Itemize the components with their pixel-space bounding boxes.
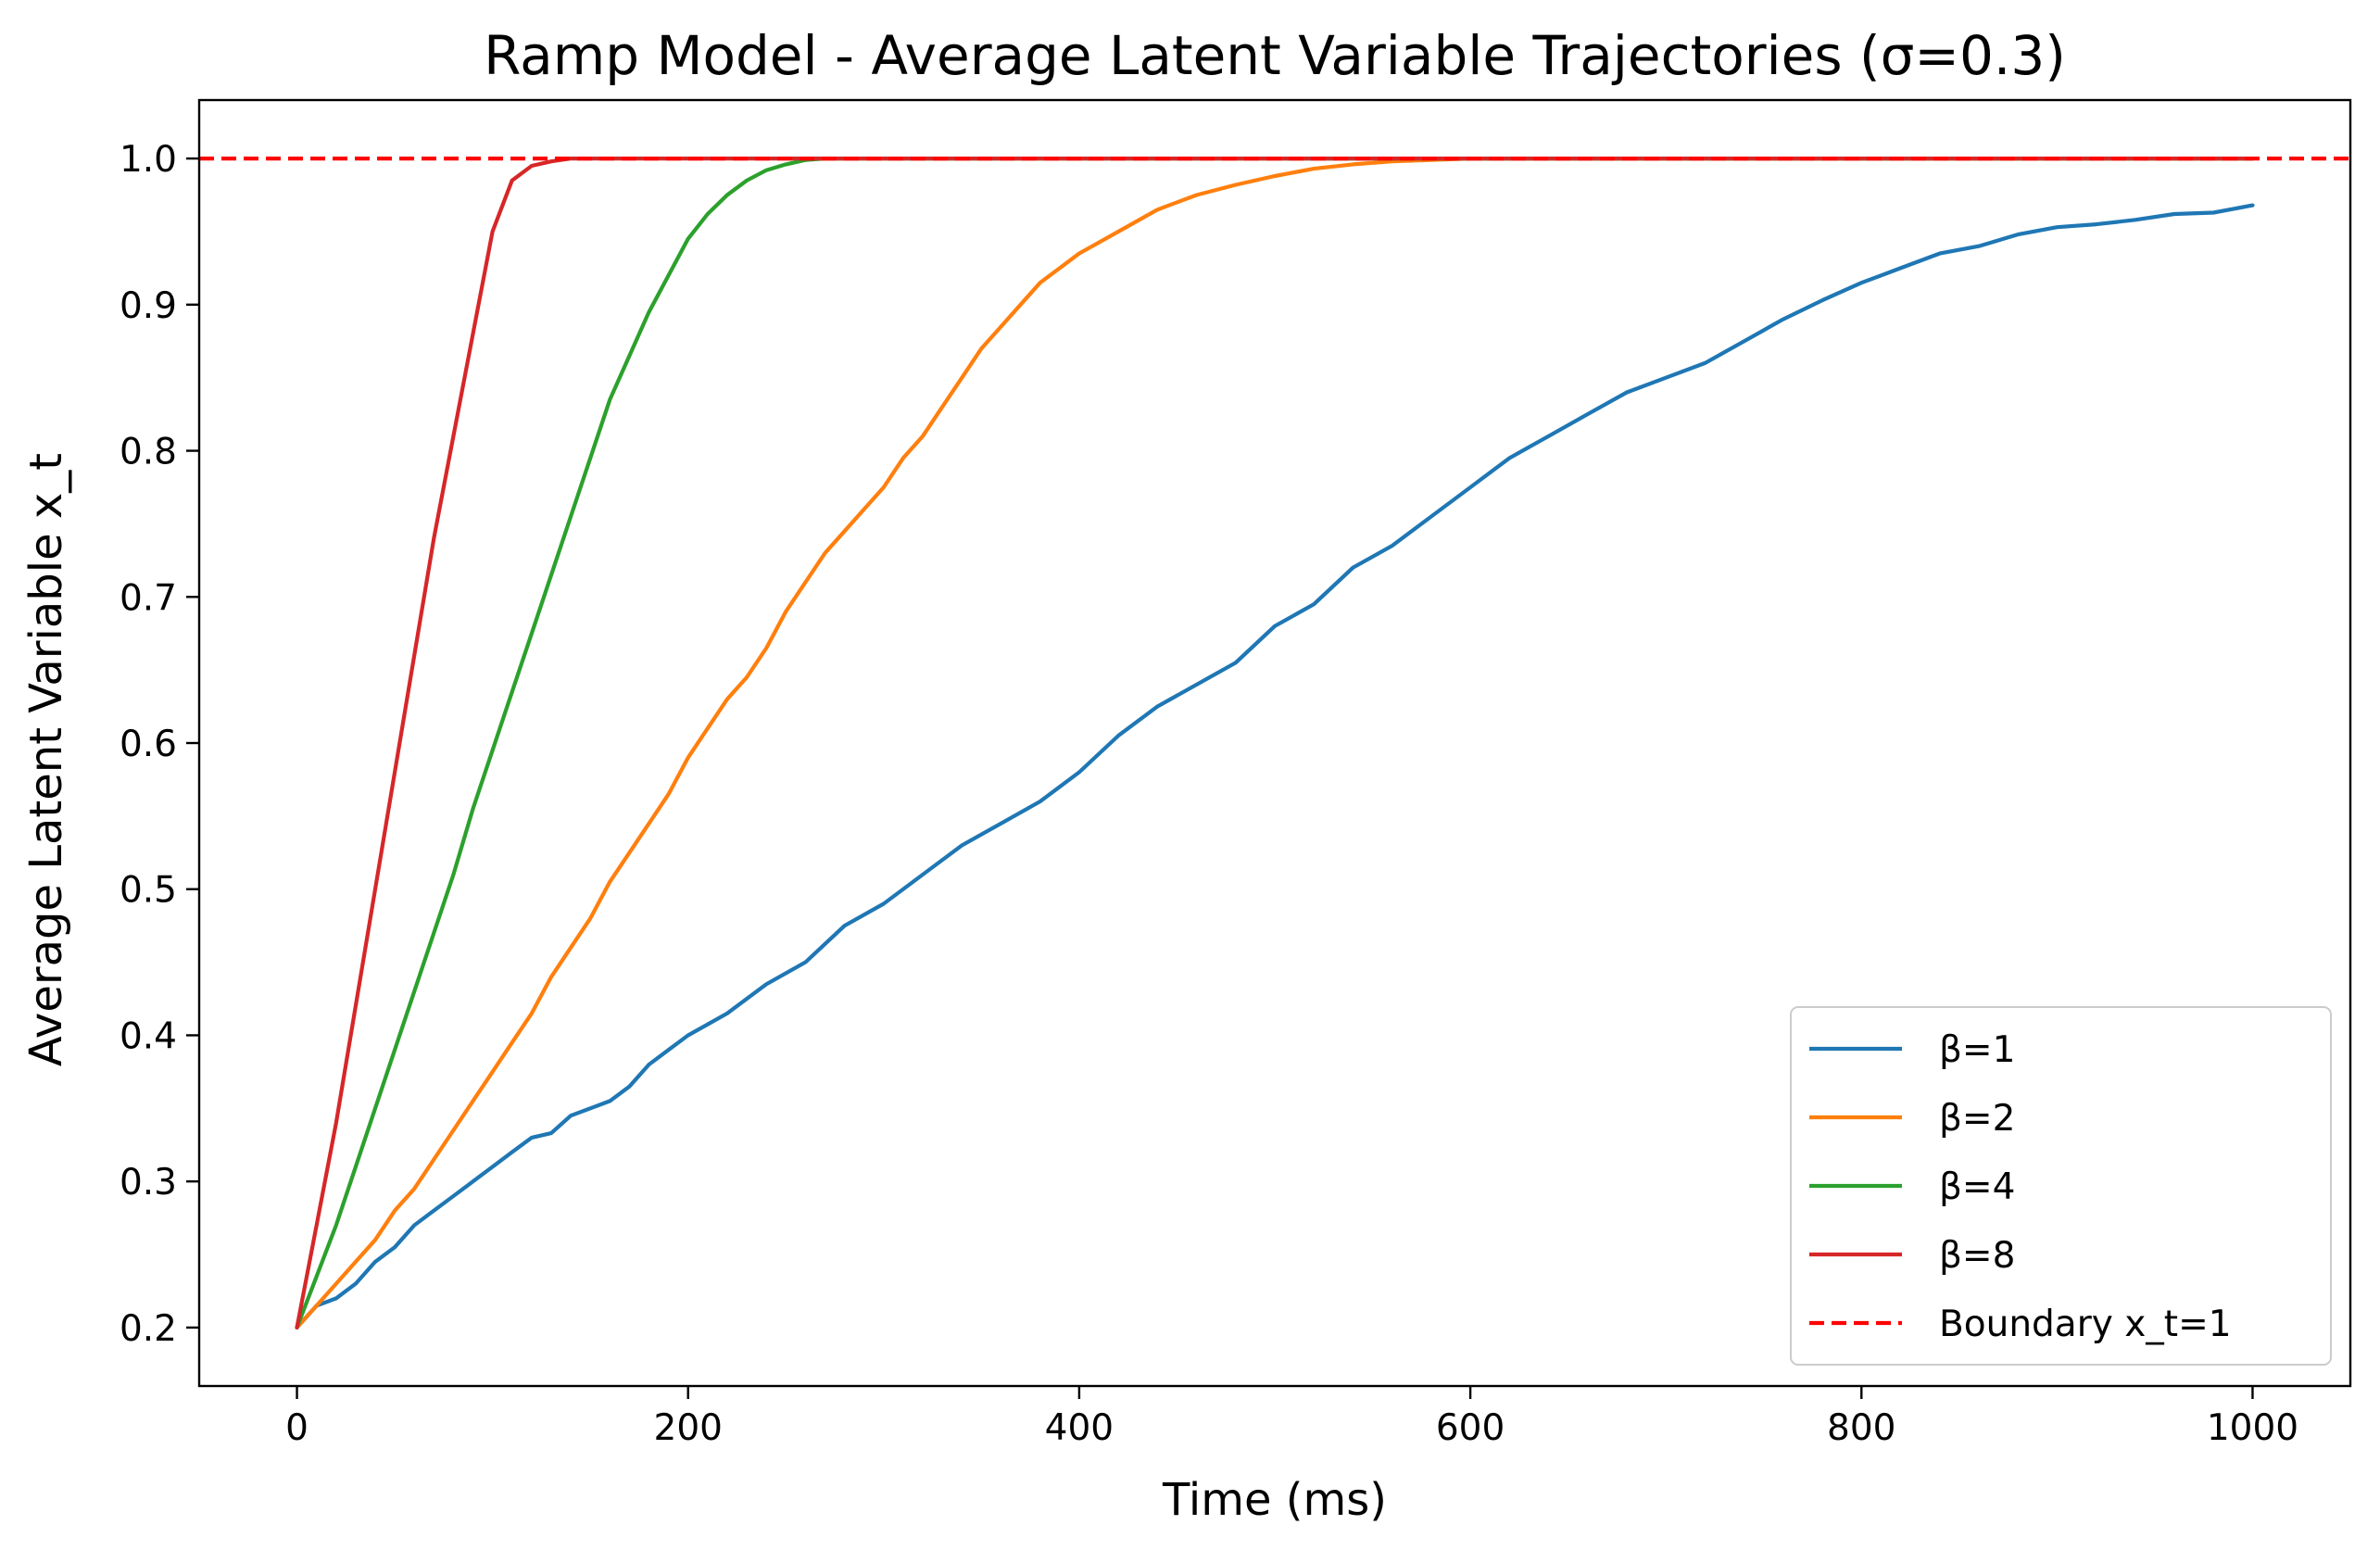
- legend-label: Boundary x_t=1: [1939, 1304, 2232, 1345]
- y-tick-label: 0.4: [120, 1015, 177, 1057]
- y-tick-label: 0.5: [120, 870, 177, 912]
- series-line-1: [295, 203, 2255, 1330]
- plot-area: [199, 157, 2350, 1330]
- x-axis-label: Time (ms): [1162, 1474, 1387, 1526]
- x-tick-label: 600: [1436, 1407, 1505, 1449]
- y-tick-label: 0.7: [120, 577, 177, 619]
- legend-label: β=1: [1939, 1029, 2015, 1071]
- plot-frame: [197, 98, 2352, 1388]
- chart-title: Ramp Model - Average Latent Variable Tra…: [484, 24, 2066, 87]
- series-line-2: [295, 157, 2255, 1330]
- legend-label: β=2: [1939, 1098, 2015, 1140]
- x-tick-label: 1000: [2207, 1407, 2298, 1449]
- y-tick-label: 0.8: [120, 432, 177, 473]
- y-tick-label: 1.0: [120, 139, 177, 181]
- x-tick-label: 800: [1827, 1407, 1895, 1449]
- x-tick-label: 0: [285, 1407, 309, 1449]
- y-tick-label: 0.3: [120, 1162, 177, 1203]
- legend-label: β=4: [1939, 1166, 2015, 1208]
- y-tick-label: 0.6: [120, 724, 177, 765]
- y-axis-ticks: 0.2 0.3 0.4 0.5 0.6 0.7 0.8 0.9 1.0: [120, 139, 199, 1350]
- y-tick-label: 0.2: [120, 1308, 177, 1350]
- y-tick-label: 0.9: [120, 285, 177, 327]
- x-axis-ticks: 0 200 400 600 800 1000: [285, 1386, 2298, 1449]
- legend-label: β=8: [1939, 1235, 2015, 1277]
- legend: β=1 β=2 β=4 β=8 Boundary x_t=1: [1790, 1006, 2332, 1366]
- x-tick-label: 400: [1045, 1407, 1114, 1449]
- legend-box: [1790, 1006, 2332, 1366]
- x-tick-label: 200: [654, 1407, 723, 1449]
- y-axis-label: Average Latent Variable x_t: [20, 453, 72, 1066]
